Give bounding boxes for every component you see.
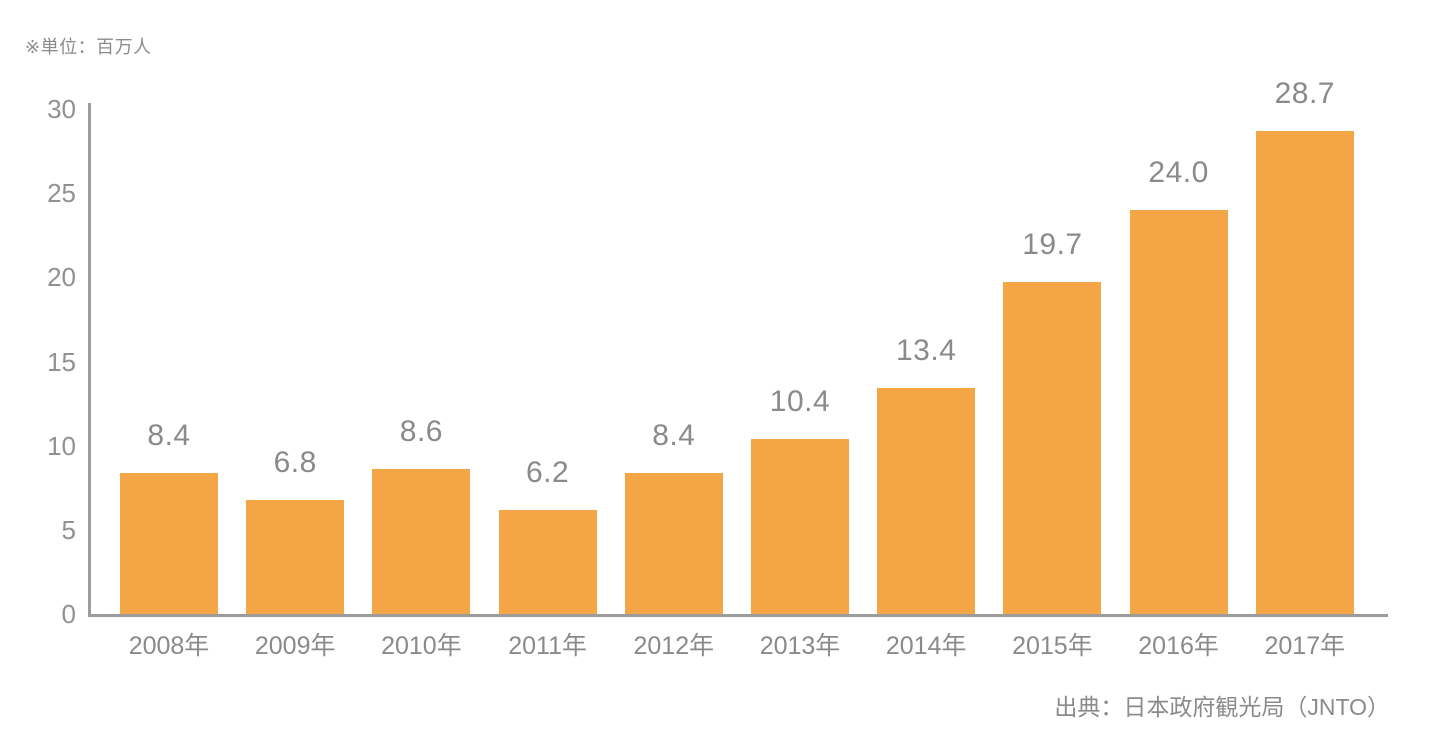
bar-value-label: 8.4 <box>147 419 191 452</box>
x-tick-label: 2013年 <box>759 632 841 660</box>
bar-2015年 <box>1003 282 1102 614</box>
bar-value-label: 8.6 <box>399 415 443 448</box>
bar-value-label: 10.4 <box>769 385 831 418</box>
unit-note-label: ※単位：百万人 <box>25 37 152 57</box>
x-tick-label: 2014年 <box>885 632 967 660</box>
bar-value-label: 28.7 <box>1274 77 1335 110</box>
bar-2016年 <box>1129 210 1228 614</box>
bar-2012年 <box>624 473 723 614</box>
x-tick-label: 2011年 <box>508 632 587 660</box>
bar-2011年 <box>498 510 597 614</box>
bar-2014年 <box>877 388 976 614</box>
bar-2010年 <box>372 469 471 614</box>
bar-2017年 <box>1255 131 1354 614</box>
y-tick-label: 20 <box>47 262 76 293</box>
bar-value-label: 24.0 <box>1148 156 1209 189</box>
bar-value-label: 8.4 <box>652 419 696 452</box>
x-tick-label: 2017年 <box>1264 632 1346 660</box>
plot-area: 8.4 6.8 8.6 6.2 8.4 10.4 13.4 19.7 24.0 28.7 <box>88 79 1388 614</box>
y-axis-line <box>88 103 91 617</box>
y-axis-tick-labels: 0 5 10 15 20 25 30 <box>0 0 76 752</box>
x-tick-label: 2016年 <box>1138 632 1219 660</box>
bar-2013年 <box>751 439 849 614</box>
x-tick-label: 2012年 <box>633 632 715 660</box>
x-axis-line <box>88 614 1388 617</box>
y-tick-label: 15 <box>47 346 76 377</box>
y-tick-label: 25 <box>47 178 76 209</box>
x-tick-label: 2015年 <box>1012 632 1093 660</box>
bar-2008年 <box>120 473 218 614</box>
bar-2009年 <box>246 500 345 614</box>
bar-value-label: 13.4 <box>895 334 957 367</box>
bar-value-label: 6.2 <box>525 456 570 489</box>
y-tick-label: 0 <box>61 599 76 629</box>
y-tick-label: 5 <box>61 514 76 545</box>
y-tick-label: 10 <box>47 430 76 461</box>
y-tick-label: 30 <box>47 94 76 124</box>
source-credit: 出典：日本政府観光局（JNTO） <box>1054 694 1390 720</box>
x-tick-label: 2008年 <box>128 632 210 660</box>
x-tick-label: 2009年 <box>254 632 336 660</box>
bar-value-label: 6.8 <box>273 446 317 479</box>
x-tick-label: 2010年 <box>381 632 462 660</box>
bar-value-label: 19.7 <box>1022 228 1083 261</box>
